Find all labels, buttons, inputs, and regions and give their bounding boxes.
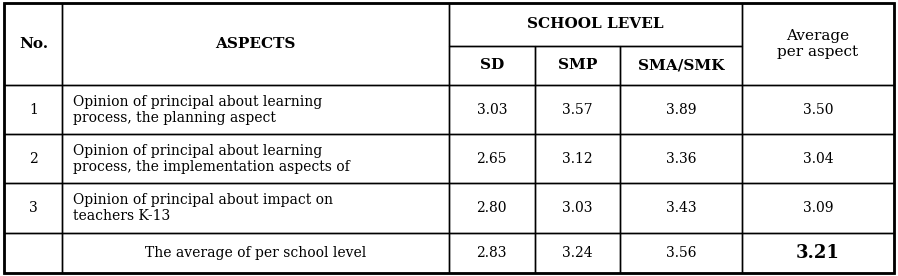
Bar [743, 134, 894, 184]
Bar [621, 134, 743, 184]
Text: SCHOOL LEVEL: SCHOOL LEVEL [527, 17, 664, 31]
Bar [534, 184, 621, 233]
Text: 1: 1 [29, 103, 38, 117]
Text: 3.04: 3.04 [803, 152, 833, 166]
Bar [62, 134, 449, 184]
Text: 2.83: 2.83 [477, 246, 507, 260]
Text: 3.24: 3.24 [562, 246, 593, 260]
Bar [4, 184, 62, 233]
Text: 3.09: 3.09 [803, 201, 833, 215]
Bar [743, 3, 894, 85]
Text: 3: 3 [29, 201, 38, 215]
Bar [62, 3, 449, 85]
Bar [743, 85, 894, 134]
Text: 3.50: 3.50 [803, 103, 833, 117]
Text: 3.21: 3.21 [796, 244, 840, 262]
Text: 3.12: 3.12 [562, 152, 593, 166]
Bar [449, 233, 534, 273]
Bar [449, 85, 534, 134]
Bar [62, 233, 449, 273]
Bar [743, 184, 894, 233]
Text: 3.03: 3.03 [477, 103, 507, 117]
Bar [534, 85, 621, 134]
Bar [4, 233, 62, 273]
Bar [534, 134, 621, 184]
Bar [621, 233, 743, 273]
Bar [534, 233, 621, 273]
Bar [621, 85, 743, 134]
Text: No.: No. [19, 37, 48, 51]
Text: 3.36: 3.36 [666, 152, 697, 166]
Text: SD: SD [480, 59, 504, 73]
Text: 3.56: 3.56 [666, 246, 697, 260]
Text: Opinion of principal about learning
process, the implementation aspects of: Opinion of principal about learning proc… [73, 144, 350, 174]
Text: Opinion of principal about impact on
teachers K-13: Opinion of principal about impact on tea… [73, 193, 333, 223]
Text: ASPECTS: ASPECTS [216, 37, 295, 51]
Bar [4, 85, 62, 134]
Text: 3.43: 3.43 [666, 201, 697, 215]
Bar [4, 134, 62, 184]
Text: Opinion of principal about learning
process, the planning aspect: Opinion of principal about learning proc… [73, 95, 322, 125]
Text: SMA/SMK: SMA/SMK [638, 59, 725, 73]
Bar [534, 46, 621, 85]
Text: 3.57: 3.57 [562, 103, 593, 117]
Text: 2: 2 [29, 152, 38, 166]
Bar [4, 3, 62, 85]
Text: 2.65: 2.65 [477, 152, 507, 166]
Bar [621, 46, 743, 85]
Text: 2.80: 2.80 [477, 201, 507, 215]
Text: 3.03: 3.03 [562, 201, 593, 215]
Text: 3.89: 3.89 [666, 103, 697, 117]
Text: SMP: SMP [558, 59, 597, 73]
Bar [62, 184, 449, 233]
Bar [62, 85, 449, 134]
Bar [743, 233, 894, 273]
Text: The average of per school level: The average of per school level [145, 246, 366, 260]
Bar [449, 184, 534, 233]
Bar [449, 134, 534, 184]
Bar [621, 184, 743, 233]
Bar [449, 3, 743, 46]
Text: Average
per aspect: Average per aspect [778, 29, 858, 59]
Bar [449, 46, 534, 85]
